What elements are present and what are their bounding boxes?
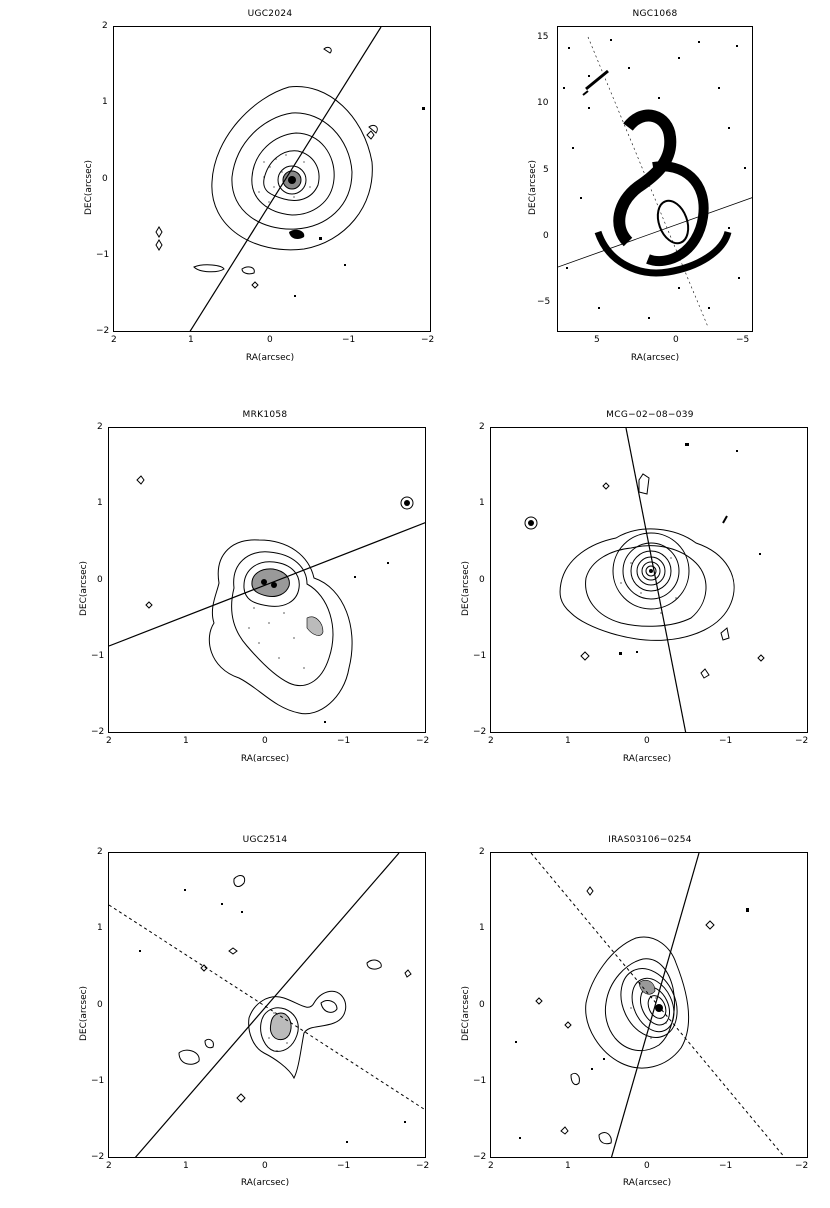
y-tick: 2 (97, 422, 103, 432)
y-axis-label: DEC(arcsec) (79, 985, 89, 1041)
contour-plot (490, 427, 808, 733)
y-tick: −2 (91, 1152, 105, 1162)
x-tick: −2 (795, 1161, 809, 1171)
panel-title: MRK1058 (242, 410, 288, 420)
x-tick: 0 (644, 736, 650, 746)
panel-title: NGC1068 (632, 9, 678, 19)
y-tick: 1 (97, 923, 103, 933)
y-tick: 0 (479, 1000, 485, 1010)
x-tick: 0 (267, 335, 273, 345)
minor-axis-line (530, 853, 785, 1157)
major-axis-line (610, 853, 700, 1157)
x-tick: 1 (183, 736, 189, 746)
x-tick: −1 (342, 335, 356, 345)
x-tick: 1 (565, 1161, 571, 1171)
x-tick: 2 (488, 1161, 494, 1171)
y-tick: 0 (102, 174, 108, 184)
y-tick: −1 (473, 651, 487, 661)
y-tick: 1 (479, 923, 485, 933)
x-tick: 2 (488, 736, 494, 746)
x-tick: 0 (644, 1161, 650, 1171)
x-tick: −2 (416, 736, 430, 746)
minor-axis-line (109, 904, 425, 1111)
y-tick: 0 (479, 575, 485, 585)
y-tick: −2 (473, 727, 487, 737)
x-tick: 2 (106, 736, 112, 746)
y-tick: −2 (96, 326, 110, 336)
x-tick: 2 (106, 1161, 112, 1171)
x-tick: −1 (337, 1161, 351, 1171)
major-axis-line (189, 27, 382, 331)
y-tick: 0 (97, 575, 103, 585)
x-tick: −2 (421, 335, 435, 345)
x-tick: 1 (565, 736, 571, 746)
y-tick: −1 (473, 1076, 487, 1086)
x-axis-label: RA(arcsec) (245, 353, 295, 363)
y-tick: 0 (543, 231, 549, 241)
y-tick: 1 (102, 97, 108, 107)
x-axis-label: RA(arcsec) (622, 754, 672, 764)
y-axis-label: DEC(arcsec) (79, 560, 89, 616)
y-tick: −2 (473, 1152, 487, 1162)
x-tick: −2 (416, 1161, 430, 1171)
contour-plot (108, 427, 426, 733)
y-tick: −1 (96, 250, 110, 260)
panel-title: UGC2514 (242, 835, 288, 845)
y-axis-label: DEC(arcsec) (461, 985, 471, 1041)
x-tick: 0 (673, 335, 679, 345)
y-axis-label: DEC(arcsec) (528, 159, 538, 215)
panel-title: UGC2024 (247, 9, 293, 19)
contour-plot (108, 852, 426, 1158)
y-tick: 2 (102, 21, 108, 31)
major-axis-line (109, 522, 425, 647)
panel-title: MCG−02−08−039 (606, 410, 694, 420)
y-tick: 0 (97, 1000, 103, 1010)
panel-title: IRAS03106−0254 (608, 835, 692, 845)
y-tick: −1 (91, 1076, 105, 1086)
x-axis-label: RA(arcsec) (622, 1178, 672, 1188)
y-tick: −5 (537, 297, 551, 307)
x-tick: 0 (262, 736, 268, 746)
y-tick: 2 (479, 422, 485, 432)
x-tick: −2 (795, 736, 809, 746)
x-tick: 1 (188, 335, 194, 345)
y-axis-label: DEC(arcsec) (84, 159, 94, 215)
y-tick: 10 (537, 98, 549, 108)
x-axis-label: RA(arcsec) (240, 1178, 290, 1188)
x-tick: 2 (111, 335, 117, 345)
y-tick: 15 (537, 32, 549, 42)
y-tick: 2 (97, 847, 103, 857)
x-axis-label: RA(arcsec) (240, 754, 290, 764)
y-tick: 1 (479, 498, 485, 508)
x-tick: 0 (262, 1161, 268, 1171)
y-tick: 1 (97, 498, 103, 508)
y-tick: 5 (543, 165, 549, 175)
y-tick: 2 (479, 847, 485, 857)
contour-plot (113, 26, 431, 332)
x-tick: 1 (183, 1161, 189, 1171)
contour-plot (490, 852, 808, 1158)
x-tick: −1 (719, 1161, 733, 1171)
x-tick: −5 (736, 335, 750, 345)
x-axis-label: RA(arcsec) (630, 353, 680, 363)
x-tick: 5 (594, 335, 600, 345)
major-axis-line (625, 428, 687, 732)
major-axis-line (134, 853, 400, 1157)
y-axis-label: DEC(arcsec) (461, 560, 471, 616)
image-plot (557, 26, 753, 332)
x-tick: −1 (337, 736, 351, 746)
y-tick: −2 (91, 727, 105, 737)
x-tick: −1 (719, 736, 733, 746)
y-tick: −1 (91, 651, 105, 661)
